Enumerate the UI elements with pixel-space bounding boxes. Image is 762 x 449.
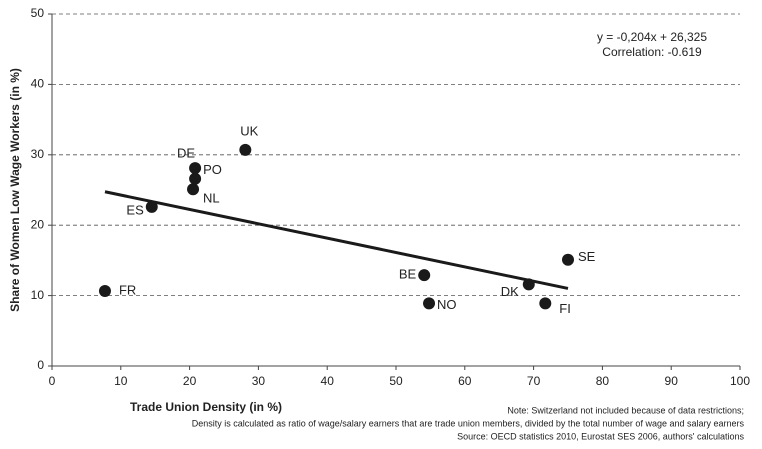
note: Source: OECD statistics 2010, Eurostat S…	[457, 431, 744, 441]
point-label: BE	[399, 267, 417, 282]
x-tick-label: 0	[49, 374, 56, 388]
y-axis-label: Share of Women Low Wage Workers (in %)	[8, 68, 22, 312]
point	[562, 253, 574, 266]
x-tick-label: 10	[114, 374, 128, 388]
correlation: Correlation: -0.619	[602, 45, 702, 59]
note: Note: Switzerland not included because o…	[507, 405, 744, 415]
point-label: FI	[559, 301, 571, 316]
y-tick-label: 30	[31, 147, 45, 161]
point-label: PO	[203, 162, 222, 177]
x-tick-label: 40	[321, 374, 335, 388]
point-label: ES	[126, 202, 144, 217]
point	[187, 183, 200, 196]
point	[539, 297, 552, 310]
point	[239, 143, 252, 156]
x-tick-label: 60	[458, 374, 472, 388]
x-tick-label: 20	[183, 374, 197, 388]
y-tick-label: 40	[31, 77, 45, 91]
x-tick-label: 80	[596, 374, 610, 388]
x-tick-label: 100	[730, 374, 750, 388]
point-label: DK	[501, 284, 519, 299]
x-tick-label: 30	[252, 374, 266, 388]
x-axis-label: Trade Union Density (in %)	[130, 400, 282, 414]
point-label: NO	[437, 297, 457, 312]
y-tick-label: 20	[31, 217, 45, 231]
point	[189, 172, 202, 185]
y-tick-label: 50	[31, 6, 45, 20]
point	[522, 278, 535, 291]
point	[145, 200, 158, 213]
x-tick-label: 90	[665, 374, 679, 388]
point	[418, 269, 431, 282]
point-label: NL	[203, 191, 220, 206]
y-tick-label: 0	[37, 358, 44, 372]
point	[423, 297, 436, 310]
x-tick-label: 70	[527, 374, 541, 388]
point	[189, 162, 202, 175]
trend-line	[104, 190, 569, 290]
y-tick-label: 10	[31, 288, 45, 302]
point-label: FR	[119, 282, 136, 297]
point-label: UK	[240, 123, 258, 138]
equation: y = -0,204x + 26,325	[597, 30, 707, 44]
x-tick-label: 50	[389, 374, 403, 388]
point-label: SE	[578, 249, 596, 264]
note: Density is calculated as ratio of wage/s…	[192, 418, 745, 428]
point	[98, 285, 111, 298]
point-label: DE	[177, 146, 195, 161]
